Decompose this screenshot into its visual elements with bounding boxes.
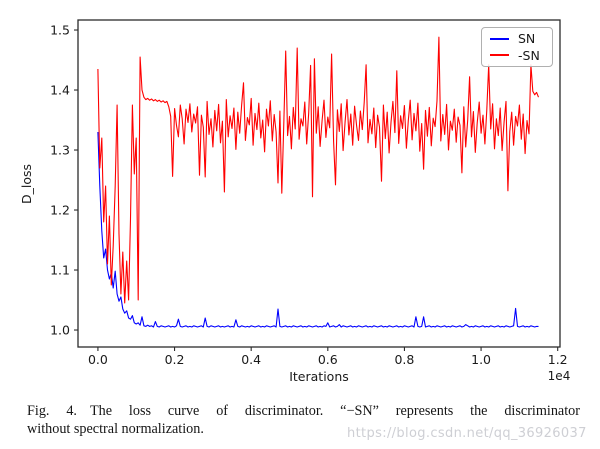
y-tick-label: 1.4 — [50, 82, 70, 97]
neg-sn-loss-line — [97, 36, 540, 304]
neg-sn-line-swatch — [490, 54, 509, 57]
x-axis-label: Iterations — [289, 369, 349, 384]
x-tick-label: 0.6 — [318, 352, 338, 367]
sn-loss-line — [97, 131, 539, 328]
caption-line-1: Fig. 4. The loss curve of discriminator. … — [27, 402, 580, 420]
y-tick-label: 1.0 — [50, 322, 70, 337]
axes-frame — [77, 19, 561, 348]
x-tick-label: 0.2 — [165, 352, 185, 367]
figure-caption: Fig. 4. The loss curve of discriminator. … — [27, 402, 580, 438]
caption-fig-label: Fig. 4. — [27, 403, 77, 419]
legend-item-sn: SN — [482, 31, 552, 46]
legend-label-sn: SN — [518, 31, 536, 47]
x-tick-label: 0.8 — [394, 352, 414, 367]
caption-text-line2: without spectral normalization. — [27, 421, 204, 437]
y-tick-label: 1.2 — [50, 202, 70, 217]
x-tick-label: 1.2 — [548, 352, 568, 367]
x-axis-offset-label: 1e4 — [548, 369, 571, 383]
x-tick-label: 0.0 — [88, 352, 108, 367]
sn-line-swatch — [490, 37, 509, 40]
y-tick-label: 1.1 — [50, 262, 70, 277]
y-tick-label: 1.3 — [50, 142, 70, 157]
y-tick-label: 1.5 — [50, 22, 70, 37]
y-axis-label: D_loss — [19, 164, 34, 204]
loss-chart: 0.0 0.2 0.4 0.6 0.8 1.0 1.21.01.11.21.31.41.5 … — [19, 19, 571, 384]
legend-label-neg-sn: -SN — [518, 47, 540, 63]
legend: SN -SN — [481, 27, 553, 67]
x-tick-label: 0.4 — [241, 352, 261, 367]
legend-item-neg-sn: -SN — [482, 48, 552, 63]
x-tick-label: 1.0 — [471, 352, 491, 367]
caption-text-line1: The loss curve of discriminator. “−SN” r… — [89, 403, 580, 419]
